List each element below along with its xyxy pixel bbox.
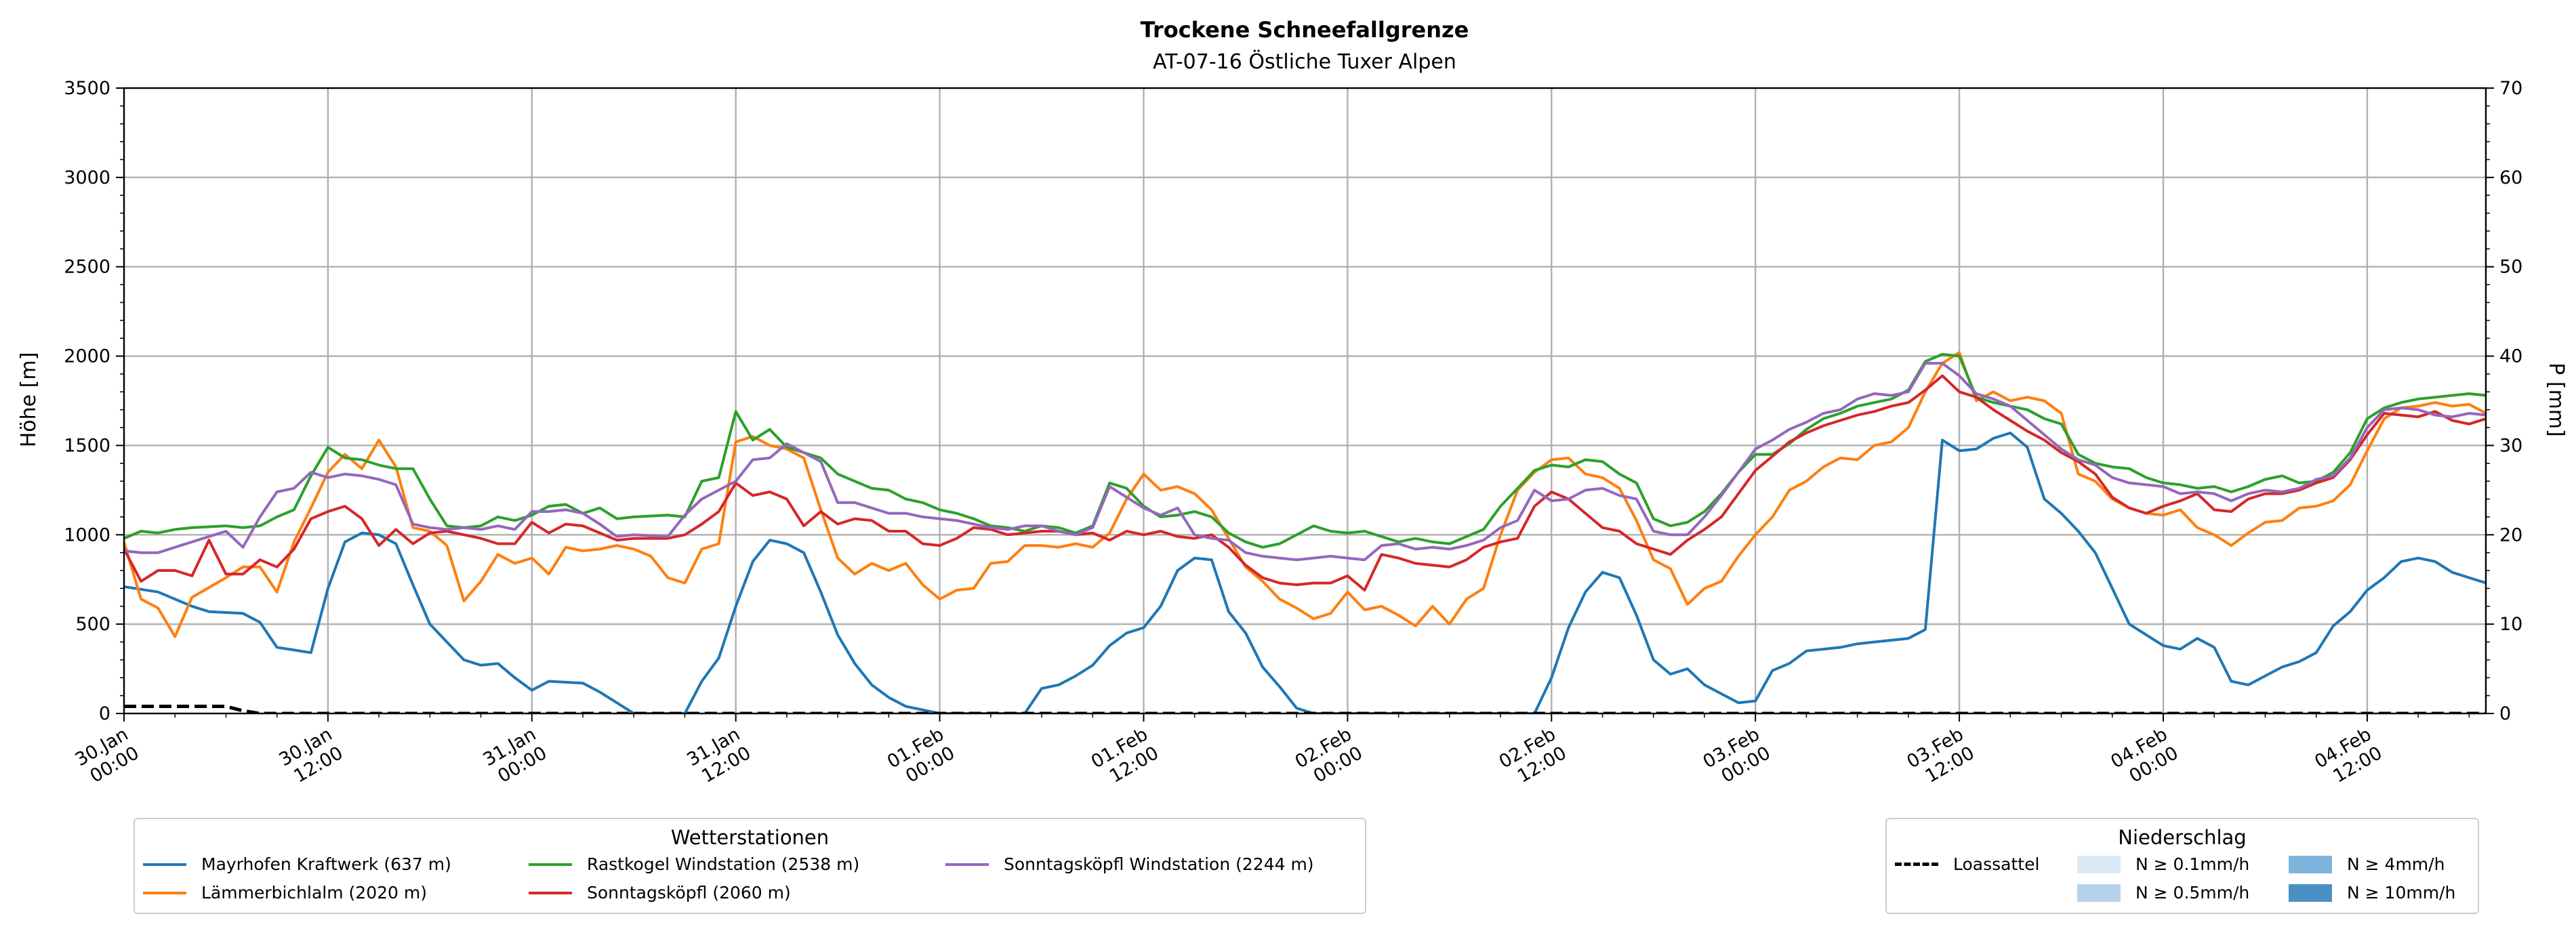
y-axis-label: Höhe [m] (17, 352, 41, 448)
x-tick-label: 04.Feb00:00 (2107, 724, 2182, 791)
legend-item-laemmerbichlalm: Lämmerbichlalm (2020 m) (143, 883, 427, 903)
series-line-2 (124, 351, 2486, 638)
legend-label: N ≥ 0.5mm/h (2135, 883, 2250, 903)
legend-label: Sonntagsköpfl (2060 m) (587, 883, 791, 903)
y2-tick-label: 70 (2499, 78, 2522, 99)
legend-label: N ≥ 0.1mm/h (2135, 854, 2250, 874)
legend-swatch (2077, 855, 2121, 873)
legend-precip: Niederschlag Loassattel N ≥ 0.1mm/h N ≥ … (1885, 818, 2479, 914)
legend-swatch (529, 863, 572, 866)
series-line-1 (124, 432, 2486, 713)
precip-line-loassattel (124, 705, 2486, 713)
y-tick-label: 3500 (64, 78, 110, 99)
x-tick-label: 01.Feb00:00 (884, 724, 958, 791)
legend-swatch (2077, 884, 2121, 902)
y2-tick-label: 20 (2499, 524, 2522, 545)
series-line-3 (124, 352, 2486, 549)
y2-tick-label: 10 (2499, 614, 2522, 635)
legend-item-sonntagskoepfl-wind: Sonntagsköpfl Windstation (2244 m) (945, 854, 1314, 874)
y2-axis-label: P [mm] (2544, 362, 2568, 436)
x-tick-label: 02.Feb00:00 (1292, 724, 1366, 791)
y-tick-label: 3000 (64, 167, 110, 188)
legend-item-mayrhofen: Mayrhofen Kraftwerk (637 m) (143, 854, 451, 874)
y2-tick-label: 40 (2499, 346, 2522, 367)
x-tick-label: 30.Jan00:00 (72, 724, 143, 789)
legend-swatch (1895, 863, 1938, 866)
series-line-4 (124, 374, 2486, 592)
x-tick-label: 04.Feb12:00 (2311, 724, 2386, 791)
y-tick-label: 2000 (64, 346, 110, 367)
legend-item-precip-4: N ≥ 4mm/h (2289, 854, 2445, 874)
x-tick-label: 01.Feb12:00 (1088, 724, 1162, 791)
legend-stations-title: Wetterstationen (670, 826, 830, 849)
legend-item-precip-01: N ≥ 0.1mm/h (2077, 854, 2249, 874)
legend-label: Loassattel (1953, 854, 2040, 874)
series-line-5 (124, 362, 2486, 562)
legend-item-sonntagskoepfl: Sonntagsköpfl (2060 m) (529, 883, 791, 903)
legend-label: N ≥ 10mm/h (2347, 883, 2456, 903)
legend-item-loassattel: Loassattel (1895, 854, 2039, 874)
legend-swatch (945, 863, 989, 866)
legend-label: Lämmerbichlalm (2020 m) (201, 883, 427, 903)
plot-frame (123, 87, 2487, 715)
x-tick-label: 30.Jan12:00 (276, 724, 347, 789)
axes: 0 500 1000 1500 2000 2500 3000 3500 0 10 20 30 40 50 6… (64, 78, 2522, 791)
y-tick-label: 2500 (64, 257, 110, 278)
y2-tick-label: 50 (2499, 257, 2522, 278)
legend-label: Rastkogel Windstation (2538 m) (587, 854, 860, 874)
legend-label: Mayrhofen Kraftwerk (637 m) (201, 854, 451, 874)
grid-lines (124, 88, 2486, 713)
x-tick-label: 03.Feb00:00 (1700, 724, 1774, 791)
y-tick-label: 500 (75, 614, 110, 635)
legend-swatch (529, 891, 572, 894)
y2-tick-label: 60 (2499, 167, 2522, 188)
legend-item-precip-05: N ≥ 0.5mm/h (2077, 883, 2249, 903)
x-tick-label: 31.Jan00:00 (480, 724, 551, 789)
legend-label: Sonntagsköpfl Windstation (2244 m) (1004, 854, 1314, 874)
chart-subtitle: AT-07-16 Östliche Tuxer Alpen (1153, 49, 1456, 74)
legend-swatch (143, 863, 186, 866)
chart-title: Trockene Schneefallgrenze (1141, 17, 1469, 43)
legend-swatch (2289, 855, 2332, 873)
y-tick-label: 0 (99, 703, 110, 724)
legend-item-precip-10: N ≥ 10mm/h (2289, 883, 2455, 903)
x-tick-label: 02.Feb12:00 (1496, 724, 1570, 791)
series-lines (124, 351, 2486, 713)
legend-swatch (143, 891, 186, 894)
y-tick-label: 1500 (64, 435, 110, 456)
x-tick-label: 31.Jan12:00 (683, 724, 754, 789)
legend-precip-title: Niederschlag (2118, 826, 2247, 849)
legend-stations: Wetterstationen Mayrhofen Kraftwerk (637… (134, 818, 1366, 914)
legend-swatch (2289, 884, 2332, 902)
legend-label: N ≥ 4mm/h (2347, 854, 2445, 874)
x-tick-label: 03.Feb12:00 (1904, 724, 1978, 791)
y2-tick-label: 30 (2499, 435, 2522, 456)
y-tick-label: 1000 (64, 524, 110, 545)
y2-tick-label: 0 (2499, 703, 2511, 724)
legend-item-rastkogel: Rastkogel Windstation (2538 m) (529, 854, 859, 874)
